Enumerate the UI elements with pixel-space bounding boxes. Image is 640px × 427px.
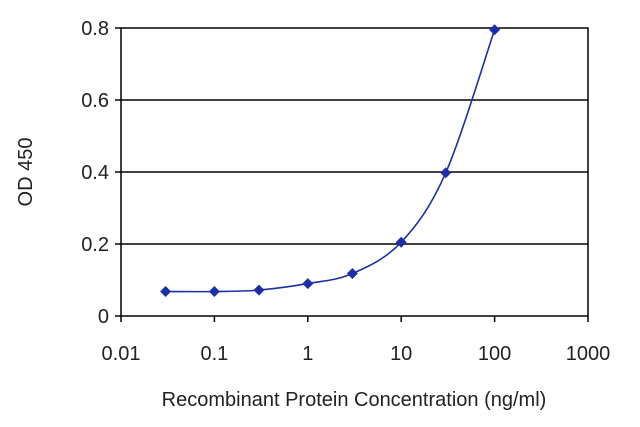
data-point: [489, 24, 501, 36]
data-point: [346, 268, 358, 280]
x-axis-title: Recombinant Protein Concentration (ng/ml…: [162, 389, 547, 411]
y-tick-label: 0.2: [81, 234, 109, 256]
y-tick-label: 0.8: [81, 18, 109, 40]
data-point: [253, 284, 265, 296]
x-tick-label: 0.1: [200, 343, 228, 365]
y-tick-label: 0: [98, 306, 109, 328]
data-point: [440, 167, 452, 179]
data-point: [302, 278, 314, 290]
y-axis-ticks: 0 0.2 0.4 0.6 0.8: [81, 18, 121, 328]
series-layer: [160, 24, 501, 298]
y-axis-title: OD 450: [15, 138, 37, 207]
data-point: [395, 236, 407, 248]
x-tick-label: 10: [390, 343, 412, 365]
grid-lines: [121, 99, 588, 245]
x-axis-ticks: 0.01 0.1 1 10 100 1000: [102, 316, 611, 365]
y-tick-label: 0.6: [81, 90, 109, 112]
y-tick-label: 0.4: [81, 162, 109, 184]
data-point: [208, 286, 220, 298]
x-tick-label: 1000: [566, 343, 611, 365]
x-tick-label: 100: [478, 343, 511, 365]
x-tick-label: 1: [302, 343, 313, 365]
data-point: [160, 286, 172, 298]
x-tick-label: 0.01: [102, 343, 141, 365]
